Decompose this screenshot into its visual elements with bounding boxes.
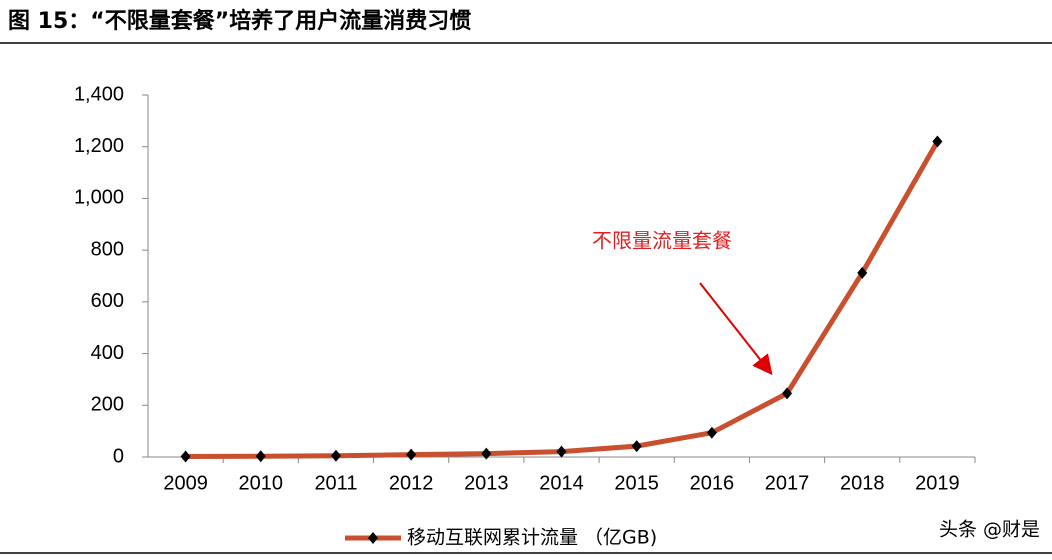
x-tick-label: 2009 (163, 472, 208, 494)
legend-label: 移动互联网累计流量 （亿GB) (407, 527, 657, 549)
x-tick-label: 2014 (539, 472, 584, 494)
y-tick-label: 1,000 (74, 187, 124, 209)
y-tick-label: 200 (91, 394, 124, 416)
y-tick-label: 0 (113, 445, 124, 467)
x-tick-label: 2013 (464, 472, 509, 494)
legend-marker (368, 532, 378, 544)
marker (932, 135, 943, 148)
y-tick-label: 1,400 (74, 83, 124, 105)
watermark: 头条 @财是 (939, 519, 1040, 541)
marker (406, 448, 417, 461)
chart-title: 图 15：“不限量套餐”培养了用户流量消费习惯 (8, 8, 471, 34)
x-tick-label: 2019 (915, 472, 960, 494)
x-tick-label: 2017 (765, 472, 810, 494)
annotation-arrow (699, 282, 773, 376)
y-tick-label: 1,200 (74, 135, 124, 157)
marker (255, 450, 266, 463)
marker (556, 445, 567, 458)
marker (180, 450, 191, 463)
marker (706, 426, 717, 439)
x-tick-label: 2010 (239, 472, 284, 494)
marker (782, 387, 793, 400)
y-tick-label: 600 (91, 290, 124, 312)
marker (481, 447, 492, 460)
annotation: 不限量流量套餐 (592, 229, 732, 253)
marker (857, 266, 868, 279)
y-tick-label: 400 (91, 342, 124, 364)
y-tick-label: 800 (91, 238, 124, 260)
marker (330, 449, 341, 462)
x-tick-label: 2016 (690, 472, 735, 494)
x-tick-label: 2012 (389, 472, 434, 494)
series-line (185, 140, 940, 459)
marker (631, 440, 642, 453)
x-tick-label: 2018 (840, 472, 885, 494)
x-tick-label: 2011 (314, 472, 357, 494)
x-tick-label: 2015 (614, 472, 659, 494)
